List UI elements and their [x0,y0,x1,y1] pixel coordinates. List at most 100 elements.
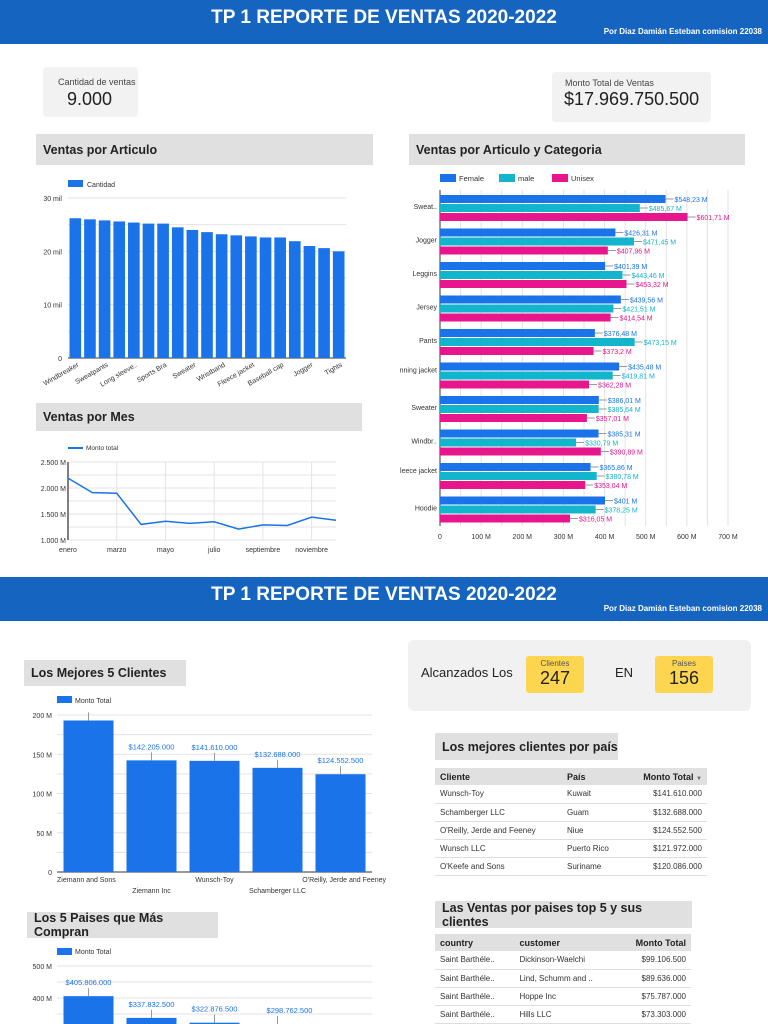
x-tick-label: marzo [107,547,127,554]
legend-label: Monto Total [75,698,112,705]
x-tick-label: 500 M [636,534,656,541]
bar [440,329,595,337]
data-label: $337.832.500 [129,1000,175,1009]
legend-swatch [68,180,83,187]
section-title: Ventas por Articulo [36,134,373,165]
bar [440,228,616,237]
y-tick-label: 0 [58,356,62,363]
data-label: $421,51 M [622,307,655,314]
data-label: $357,01 M [596,416,629,423]
y-tick-label: Sweater [411,405,437,412]
table-cell: Guam [562,803,625,822]
chart-mejores-clientes: Monto Total 0 50 M 100 M 150 M 200 M Ziemann a… [33,696,386,895]
chart-ventas-categoria: Female male Unisex 0 100 M 200 M 300 M 400 M 500… [400,174,738,541]
column-header-pais[interactable]: País [562,768,625,785]
x-tick-label: septiembre [246,547,281,554]
y-tick-label: Hoodie [415,506,437,513]
y-tick-label: Sweat.. [414,204,437,211]
data-label: $385,64 M [608,407,641,414]
bar [440,362,620,371]
y-tick-label: 200 M [33,713,53,720]
bar [440,371,613,380]
x-tick-label: 700 M [718,534,738,541]
table-cell: Saint Barthéle.. [435,1005,515,1024]
table-cell: $89.636.000 [616,969,691,988]
kpi-label: Monto Total de Ventas [565,78,654,88]
y-tick-label: 50 M [36,831,52,838]
y-tick-label: 2.000 M [41,486,66,493]
x-tick-label: noviembre [295,547,328,554]
data-label: $373,2 M [603,349,632,356]
table-row[interactable]: O'Reilly, Jerde and Feeney Niue $124.552.5… [435,821,707,840]
y-tick-label: 2.500 M [41,460,66,467]
section-title: Ventas por Mes [36,403,362,431]
stats-prefix: Alcanzados Los [421,665,513,680]
table-row[interactable]: Saint Barthéle.. Hoppe Inc $75.787.000 [435,987,691,1006]
x-tick-label: Tights [324,361,344,377]
y-tick-label: 30 mil [43,196,62,203]
sort-desc-icon: ▼ [696,775,702,782]
bar [440,405,599,413]
bar [126,1017,177,1024]
x-tick-label: O'Reilly, Jerde and Feeney [302,877,386,884]
table-row[interactable]: Saint Barthéle.. Lind, Schumm and .. $89.6… [435,969,691,988]
column-header-customer[interactable]: customer [514,934,617,951]
bar [63,996,114,1024]
bar [440,313,611,322]
legend-label: Monto total [86,445,119,452]
y-tick-label: Jogger [416,238,438,245]
table-row[interactable]: Wunsch-Toy Kuwait $141.610.000 [435,785,707,804]
bar [440,414,587,422]
y-tick-label: Leggins [412,271,437,278]
data-label: $330,79 M [585,441,618,448]
data-label: $485,67 M [649,206,682,213]
table-cell: Puerto Rico [562,839,625,858]
table-row[interactable]: Saint Barthéle.. Hills LLC $73.303.000 [435,1005,691,1024]
table-cell: $132.688.000 [624,803,707,822]
bar [157,223,169,358]
table-row[interactable]: Schamberger LLC Guam $132.688.000 [435,803,707,822]
kpi-label: Paises [671,659,696,668]
bar [440,347,594,355]
kpi-value: 247 [539,668,571,688]
table-cell: $120.086.000 [624,857,707,876]
x-tick-label: enero [59,547,77,554]
x-tick-label: Jogger [292,361,315,378]
column-header-country[interactable]: country [435,934,515,951]
bar [186,230,199,358]
table-cell: $124.552.500 [624,821,707,840]
report-title: TP 1 REPORTE DE VENTAS 2020-2022 [211,584,557,605]
data-label: $362,28 M [598,383,631,390]
table-cell: Hills LLC [514,1005,617,1024]
x-tick-label: julio [207,547,221,554]
table-row[interactable]: Wunsch LLC Puerto Rico $121.972.000 [435,839,707,858]
kpi-label: Clientes [540,659,570,668]
x-tick-label: 300 M [554,534,574,541]
bar [113,221,126,358]
column-header-cliente[interactable]: Cliente [435,768,563,785]
data-label: $353,04 M [594,483,627,490]
table-cell: $121.972.000 [624,839,707,858]
legend-swatch [552,174,568,182]
data-label: $380,78 M [606,474,639,481]
data-label: $132.688.000 [255,750,301,759]
bar [440,463,591,471]
data-label: $378,25 M [605,508,638,515]
table-row[interactable]: O'Keefe and Sons Suriname $120.086.000 [435,857,707,876]
data-label: $405.806.000 [66,978,112,987]
stats-mid: EN [615,665,634,680]
table-cell: Saint Barthéle.. [435,987,515,1006]
table-cell: Hoppe Inc [514,987,617,1006]
column-header-monto[interactable]: Monto Total [616,934,691,951]
y-tick-label: Running jacket [400,368,437,375]
kpi-value: 156 [668,668,700,688]
x-tick-label: Schamberger LLC [249,888,306,895]
data-label: $298.762.500 [267,1006,313,1015]
x-tick-label: 600 M [677,534,697,541]
table-row[interactable]: Saint Barthéle.. Dickinson-Waelchi $99.106… [435,951,691,970]
y-tick-label: Windbr.. [411,439,437,446]
column-header-monto[interactable]: Monto Total ▼ [624,768,707,785]
bar [440,246,608,255]
y-tick-label: 150 M [33,752,53,759]
legend-label: Cantidad [87,182,115,189]
